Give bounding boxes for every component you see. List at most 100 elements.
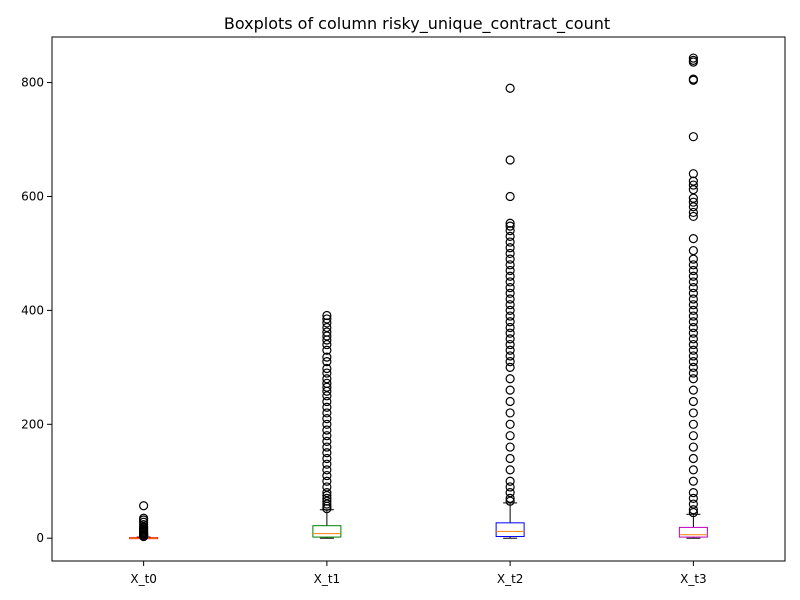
outlier-point	[505, 419, 515, 429]
outlier-point	[688, 277, 698, 287]
outlier-point	[322, 448, 332, 458]
box-iqr	[495, 522, 525, 538]
outlier-point	[322, 352, 332, 362]
x-tick-label: X_t1	[314, 572, 341, 586]
box-iqr	[312, 525, 342, 538]
outlier-point	[322, 414, 332, 424]
outlier-point	[505, 271, 515, 281]
y-tick-label: 600	[21, 189, 44, 203]
outlier-point	[505, 237, 515, 247]
x-tick-label: X_t2	[497, 572, 524, 586]
outlier-point	[322, 488, 332, 498]
outlier-point	[688, 283, 698, 293]
outlier-point	[505, 374, 515, 384]
outlier-point	[322, 345, 332, 355]
outlier-point	[688, 368, 698, 378]
outlier-point	[688, 53, 698, 63]
outlier-point	[505, 362, 515, 372]
outlier-point	[688, 385, 698, 395]
outlier-point	[688, 211, 698, 222]
outlier-point	[505, 221, 515, 231]
box-group-x-t0	[129, 501, 159, 542]
outlier-point	[688, 465, 698, 475]
outlier-point	[688, 271, 698, 281]
outlier-point	[322, 493, 332, 503]
outlier-point	[505, 357, 515, 367]
outlier-point	[505, 476, 515, 486]
outlier-point	[688, 396, 698, 407]
y-tick-label: 400	[21, 303, 44, 317]
outlier-point	[505, 351, 515, 361]
outlier-point	[505, 283, 515, 293]
outlier-point	[505, 155, 515, 165]
outlier-point	[505, 453, 515, 464]
outlier-point	[688, 374, 698, 384]
outlier-point	[688, 305, 698, 315]
y-tick-label: 200	[21, 417, 44, 431]
outlier-point	[688, 245, 698, 256]
box-group-x-t2	[495, 83, 525, 539]
outlier-point	[688, 197, 698, 207]
box-group-x-t1	[312, 310, 342, 539]
plot-frame	[51, 36, 786, 562]
box-group-x-t3	[678, 53, 708, 539]
outlier-point	[505, 305, 515, 315]
outlier-point	[322, 453, 332, 464]
outlier-point	[322, 396, 332, 407]
outlier-point	[322, 431, 332, 441]
outlier-point	[688, 493, 698, 503]
outlier-point	[322, 327, 332, 337]
outlier-point	[322, 442, 332, 452]
outlier-point	[505, 488, 515, 498]
outlier-point	[688, 300, 698, 310]
outlier-point	[322, 425, 332, 435]
outlier-point	[505, 465, 515, 475]
outlier-point	[505, 294, 515, 304]
chart-title: Boxplots of column risky_unique_contract…	[224, 14, 610, 34]
outlier-point	[322, 314, 332, 324]
outlier-point	[505, 191, 515, 202]
outlier-point	[688, 265, 698, 276]
outlier-point	[322, 363, 332, 374]
outlier-point	[505, 254, 515, 264]
outlier-point	[139, 519, 149, 530]
outlier-point	[505, 83, 515, 93]
outlier-point	[505, 300, 515, 310]
outlier-point	[505, 482, 515, 492]
outlier-point	[322, 357, 332, 367]
outlier-point	[505, 328, 515, 338]
outlier-point	[322, 310, 332, 321]
outlier-point	[505, 396, 515, 407]
outlier-point	[505, 218, 515, 228]
x-axis: X_t0 X_t1 X_t2 X_t3	[130, 561, 707, 586]
outlier-point	[505, 231, 515, 241]
outlier-point	[688, 476, 698, 486]
outlier-point	[322, 470, 332, 481]
outlier-point	[688, 453, 698, 464]
outlier-point	[505, 339, 515, 350]
outlier-point	[505, 493, 515, 503]
outlier-point	[688, 207, 698, 218]
outlier-point	[139, 501, 149, 511]
outlier-point	[322, 459, 332, 469]
outlier-point	[688, 169, 698, 179]
outlier-point	[322, 378, 332, 388]
outlier-point	[688, 234, 698, 244]
outlier-point	[688, 339, 698, 350]
outlier-point	[688, 311, 698, 321]
outlier-point	[505, 334, 515, 344]
outlier-point	[688, 334, 698, 344]
outlier-point	[688, 345, 698, 355]
outlier-point	[322, 476, 332, 486]
outlier-point	[688, 254, 698, 264]
outlier-point	[322, 368, 332, 378]
y-tick-label: 800	[21, 76, 44, 90]
outlier-point	[505, 265, 515, 276]
outlier-point	[505, 431, 515, 441]
outlier-point	[688, 180, 698, 190]
outlier-point	[688, 505, 698, 515]
outlier-point	[688, 357, 698, 367]
outlier-point	[688, 488, 698, 498]
outlier-point	[505, 408, 515, 418]
